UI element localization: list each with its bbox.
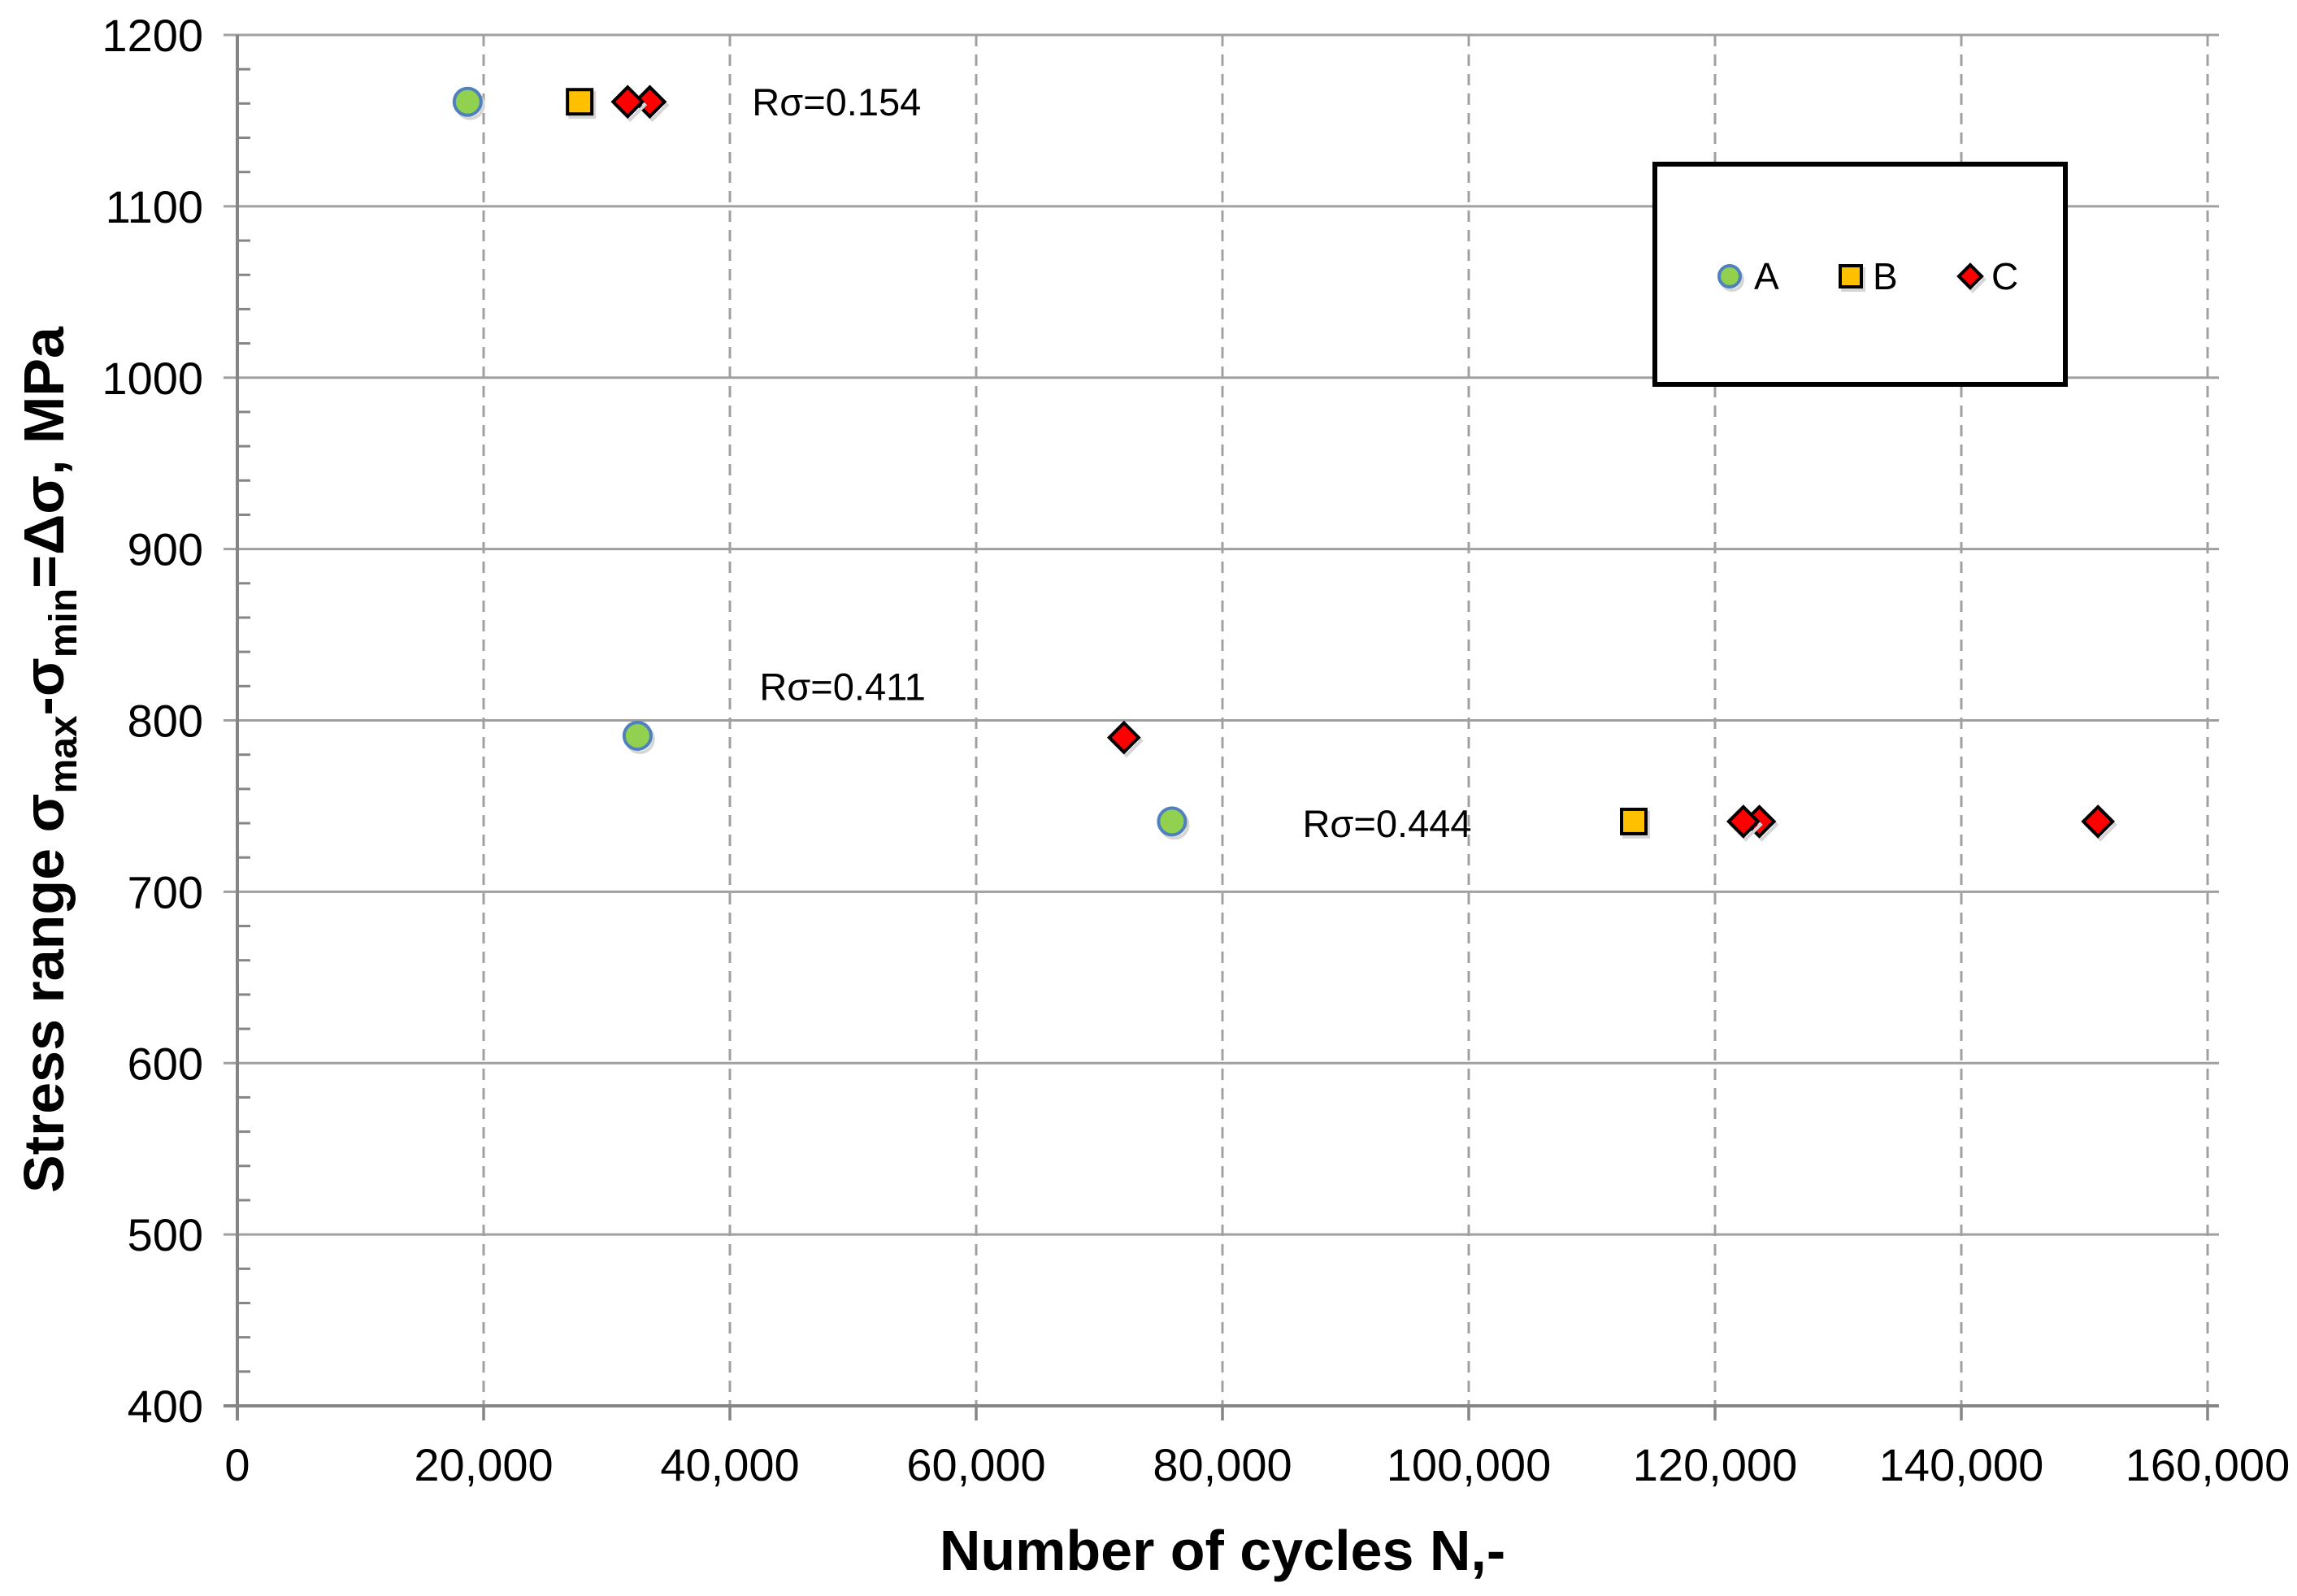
annotation-1[interactable]: Rσ=0.154 xyxy=(752,80,921,124)
y-tick-label-900: 900 xyxy=(128,524,203,575)
y-tick-label-1100: 1100 xyxy=(106,181,203,232)
marker-A-circle-1[interactable] xyxy=(452,86,483,117)
x-tick-label-100,000: 100,000 xyxy=(1387,1439,1551,1490)
marker-B-square-legend[interactable] xyxy=(1839,264,1863,288)
x-tick-label-140,000: 140,000 xyxy=(1879,1439,2043,1490)
y-tick-label-400: 400 xyxy=(128,1381,203,1432)
x-tick-label-0: 0 xyxy=(224,1439,250,1490)
marker-C-diamond-3[interactable] xyxy=(1106,720,1141,755)
y-tick-label-500: 500 xyxy=(128,1209,203,1260)
x-tick-label-120,000: 120,000 xyxy=(1633,1439,1797,1490)
marker-C-diamond-legend[interactable] xyxy=(1956,262,1984,290)
marker-C-diamond-5[interactable] xyxy=(1726,805,1761,839)
y-tick-label-1000: 1000 xyxy=(102,353,203,404)
x-axis-title: Number of cycles N,- xyxy=(940,1519,1505,1582)
y-tick-label-700: 700 xyxy=(128,866,203,917)
annotation-3[interactable]: Rσ=0.444 xyxy=(1302,802,1471,845)
marker-A-circle-2[interactable] xyxy=(622,720,653,751)
y-tick-label-600: 600 xyxy=(128,1038,203,1089)
marker-C-diamond-6[interactable] xyxy=(2081,805,2115,839)
annotation-2[interactable]: Rσ=0.411 xyxy=(759,665,926,708)
marker-A-circle-3[interactable] xyxy=(1157,806,1188,837)
x-tick-label-40,000: 40,000 xyxy=(660,1439,799,1490)
marker-C-diamond-2[interactable] xyxy=(610,85,645,119)
marker-A-circle-legend[interactable] xyxy=(1717,264,1742,288)
x-tick-label-60,000: 60,000 xyxy=(906,1439,1045,1490)
marker-B-square-1[interactable] xyxy=(566,88,594,116)
legend-label-C[interactable]: C xyxy=(1991,255,2018,297)
legend-label-A[interactable]: A xyxy=(1754,255,1779,297)
y-tick-label-1200: 1200 xyxy=(102,10,203,61)
legend[interactable]: A B C xyxy=(1652,162,2068,387)
legend-label-B[interactable]: B xyxy=(1873,255,1898,297)
y-tick-label-800: 800 xyxy=(128,696,203,747)
plot-area xyxy=(452,85,2117,842)
x-tick-label-20,000: 20,000 xyxy=(414,1439,553,1490)
marker-B-square-2[interactable] xyxy=(1620,807,1648,835)
y-axis-title: Stress range σmax-σmin=Δσ, MPa xyxy=(12,326,85,1193)
x-tick-label-160,000: 160,000 xyxy=(2125,1439,2290,1490)
x-tick-label-80,000: 80,000 xyxy=(1153,1439,1292,1490)
